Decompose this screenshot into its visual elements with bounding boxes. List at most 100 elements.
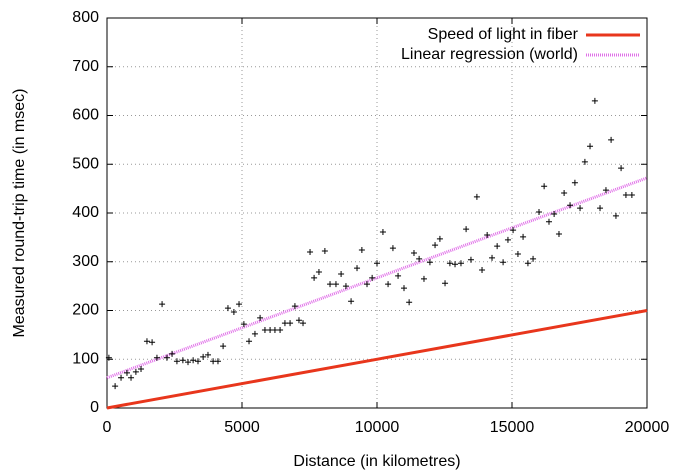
data-point (214, 358, 221, 365)
data-point (287, 320, 294, 327)
data-point (479, 267, 486, 274)
x-tick-label: 5000 (224, 419, 260, 436)
data-point (379, 229, 386, 236)
data-point (246, 338, 253, 345)
data-point (204, 351, 211, 358)
data-point (374, 260, 380, 267)
data-point (420, 275, 427, 282)
data-point (153, 354, 160, 361)
data-point (504, 236, 511, 243)
y-tick-label: 500 (72, 155, 99, 172)
data-point (149, 339, 156, 346)
y-axis-label: Measured round-trip time (in msec) (11, 89, 28, 338)
x-tick-label: 0 (103, 419, 112, 436)
data-point (524, 260, 531, 267)
legend-label: Speed of light in fiber (428, 26, 579, 43)
y-tick-label: 100 (72, 350, 99, 367)
data-point (555, 230, 562, 237)
data-point (591, 97, 598, 104)
data-point (315, 268, 322, 275)
data-point (118, 374, 125, 381)
data-point (194, 358, 201, 365)
data-point (473, 193, 480, 200)
data-point (311, 274, 318, 281)
data-point (406, 299, 413, 306)
data-point (220, 343, 227, 350)
x-tick-label: 15000 (490, 419, 535, 436)
data-point (446, 260, 453, 267)
data-point (369, 274, 376, 281)
y-tick-label: 300 (72, 253, 99, 270)
data-point (577, 205, 584, 212)
data-point (295, 317, 302, 324)
data-point (514, 250, 521, 257)
x-axis-label: Distance (in kilometres) (293, 453, 460, 470)
data-point (436, 235, 443, 242)
data-point (401, 285, 407, 292)
data-point (169, 350, 176, 357)
x-tick-label: 10000 (355, 419, 400, 436)
data-point (179, 357, 186, 364)
data-point (500, 259, 507, 266)
data-point (602, 187, 609, 194)
data-point (200, 353, 207, 360)
data-point (581, 158, 588, 165)
data-point (494, 243, 501, 250)
y-tick-label: 400 (72, 204, 99, 221)
data-point (291, 303, 298, 310)
data-point (236, 301, 243, 308)
data-point (132, 368, 139, 375)
data-point (618, 165, 625, 172)
data-point (307, 249, 314, 255)
data-point (224, 305, 231, 312)
data-point (426, 259, 433, 266)
data-point (489, 254, 496, 261)
data-line (106, 309, 648, 410)
data-point (536, 209, 542, 216)
data-point (463, 226, 470, 233)
data-point (338, 270, 345, 277)
y-tick-label: 700 (72, 58, 99, 75)
data-point (395, 272, 402, 279)
data-point (257, 314, 264, 321)
data-point (327, 281, 334, 288)
y-tick-label: 600 (72, 107, 99, 124)
data-point (143, 338, 150, 345)
legend-label: Linear regression (world) (401, 46, 578, 63)
data-point (457, 260, 464, 267)
data-point (332, 281, 339, 288)
data-point (442, 280, 449, 287)
data-point (364, 281, 371, 288)
data-point (541, 183, 548, 190)
data-point (105, 354, 112, 361)
data-point (190, 357, 197, 364)
data-point (567, 202, 574, 209)
data-point (159, 301, 166, 308)
y-tick-label: 0 (90, 399, 99, 416)
data-point (173, 358, 180, 365)
y-tick-label: 800 (72, 9, 99, 26)
x-tick-label: 20000 (625, 419, 670, 436)
data-point (597, 205, 604, 212)
data-point (587, 143, 594, 150)
data-point (385, 281, 392, 288)
data-point (551, 210, 558, 217)
data-point (123, 369, 130, 376)
data-point (300, 320, 307, 327)
data-point (416, 255, 423, 262)
data-point (128, 374, 135, 381)
data-point (484, 231, 491, 238)
data-point (389, 245, 396, 252)
data-point (342, 283, 349, 290)
data-line (106, 176, 648, 380)
data-point (467, 256, 474, 263)
data-point (530, 255, 537, 262)
data-point (321, 248, 328, 255)
data-point (520, 233, 527, 240)
data-point (240, 321, 247, 328)
data-point (138, 366, 145, 372)
data-point (561, 190, 568, 197)
data-point (271, 327, 278, 333)
data-point (452, 261, 459, 268)
